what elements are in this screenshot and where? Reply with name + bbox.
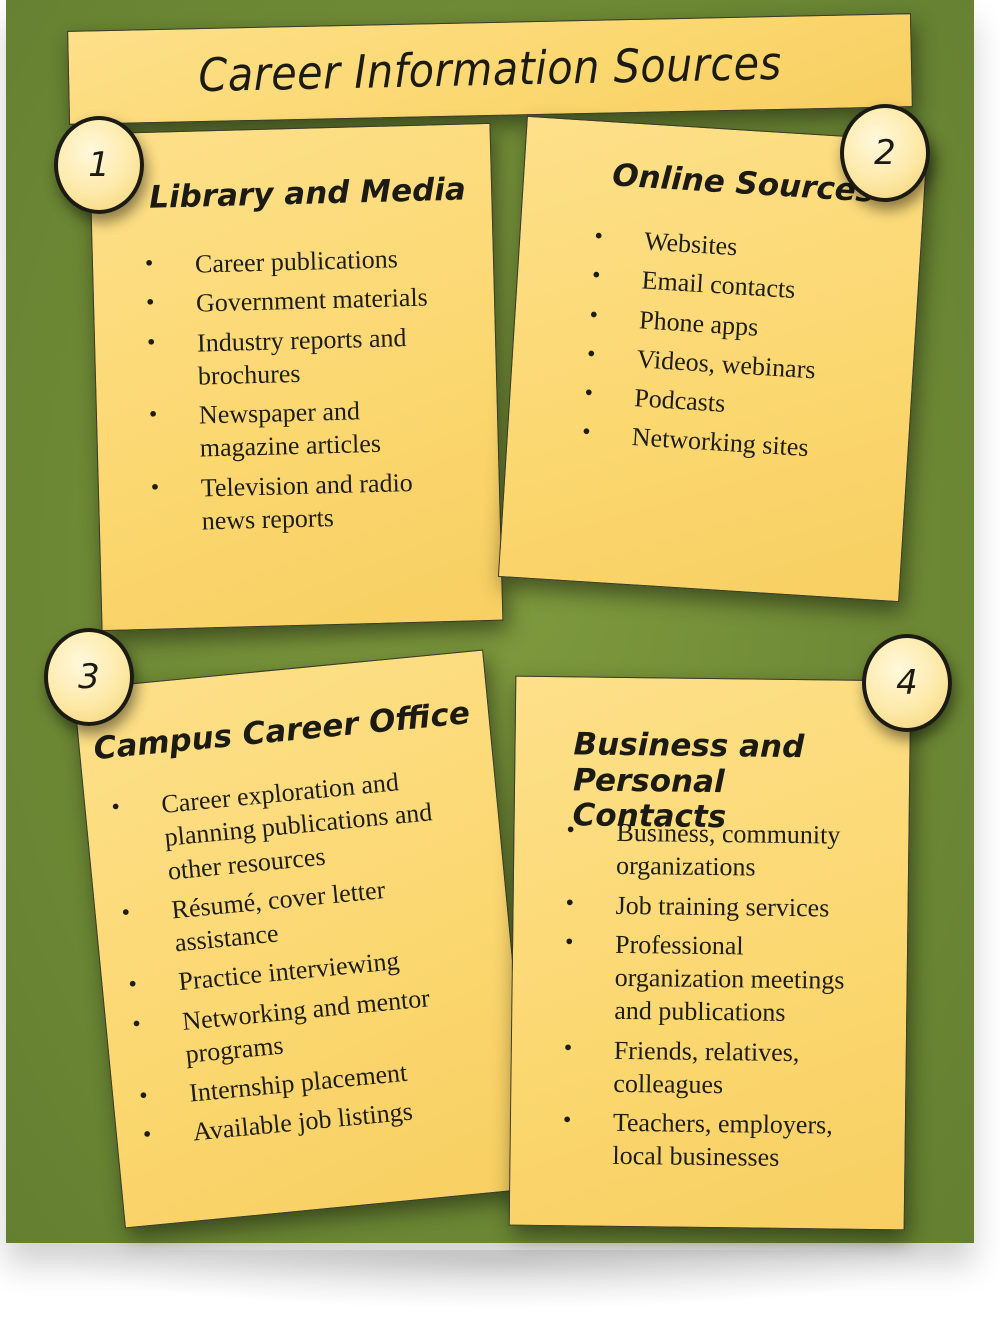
page-title: Career Information Sources bbox=[197, 35, 783, 103]
number-badge-1: 1 bbox=[54, 116, 144, 214]
board-shadow bbox=[60, 1250, 940, 1310]
list-item: Professional organization meetings and p… bbox=[562, 927, 863, 1030]
list-item: Career publications bbox=[143, 241, 444, 282]
list-item: Television and radio news reports bbox=[148, 465, 450, 539]
card-heading: Campus Career Office bbox=[92, 695, 472, 768]
item-list: Career exploration and planning publicat… bbox=[108, 761, 472, 1160]
card-heading: Online Sources bbox=[611, 157, 876, 210]
card-campus-career-office: Campus Career Office Career exploration … bbox=[72, 649, 536, 1229]
item-list: Career publications Government materials… bbox=[143, 241, 451, 545]
list-item: Government materials bbox=[144, 280, 445, 321]
title-banner: Career Information Sources bbox=[67, 13, 913, 125]
card-library-media: Library and Media Career publications Go… bbox=[88, 122, 504, 632]
number-badge-3: 3 bbox=[44, 628, 134, 726]
list-item: Industry reports and brochures bbox=[145, 320, 447, 394]
list-item: Business, community organizations bbox=[564, 815, 865, 885]
list-item: Job training services bbox=[563, 888, 863, 925]
list-item: Friends, relatives, colleagues bbox=[561, 1033, 862, 1103]
item-list: Business, community organizations Job tr… bbox=[560, 815, 864, 1181]
list-item: Teachers, employers, local businesses bbox=[560, 1105, 861, 1175]
item-list: Websites Email contacts Phone apps Video… bbox=[579, 221, 893, 475]
card-business-personal-contacts: Business and Personal Contacts Business,… bbox=[508, 675, 912, 1231]
number-badge-2: 2 bbox=[840, 104, 930, 202]
card-heading: Library and Media bbox=[148, 171, 467, 216]
number-badge-4: 4 bbox=[862, 634, 952, 732]
list-item: Newspaper and magazine articles bbox=[147, 392, 449, 466]
